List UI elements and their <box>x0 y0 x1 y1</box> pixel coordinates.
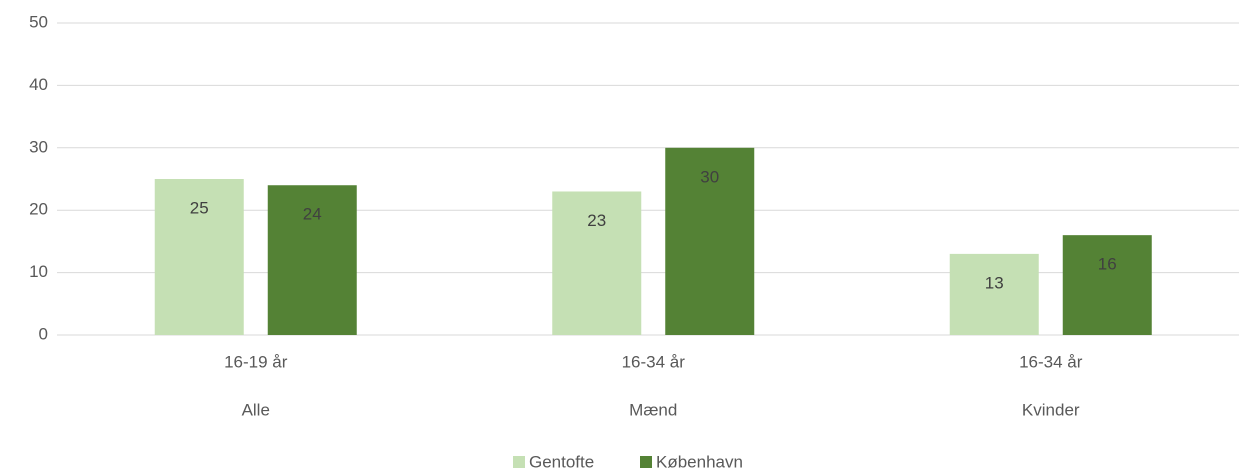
legend-swatch <box>640 456 652 468</box>
bar <box>949 253 1039 335</box>
legend-label: Gentofte <box>529 452 594 470</box>
x-tick-label: 16-19 år <box>224 352 288 371</box>
bar <box>154 179 244 335</box>
x-group-label: Mænd <box>629 400 677 419</box>
y-tick-label: 30 <box>29 137 48 156</box>
bar <box>665 147 755 335</box>
legend-label: København <box>656 452 743 470</box>
x-tick-label: 16-34 år <box>1019 352 1083 371</box>
y-tick-label: 40 <box>29 75 48 94</box>
x-group-label: Kvinder <box>1022 400 1080 419</box>
x-group-label: Alle <box>242 400 270 419</box>
y-tick-label: 50 <box>29 12 48 31</box>
data-label: 13 <box>985 273 1004 292</box>
data-label: 30 <box>700 167 719 186</box>
legend-swatch <box>513 456 525 468</box>
data-label: 16 <box>1098 255 1117 274</box>
data-label: 24 <box>303 205 322 224</box>
bar <box>267 185 357 335</box>
y-tick-label: 20 <box>29 200 48 219</box>
y-tick-label: 0 <box>39 324 48 343</box>
bar <box>1062 235 1152 335</box>
data-label: 25 <box>190 198 209 217</box>
bar <box>552 191 642 335</box>
y-tick-label: 10 <box>29 262 48 281</box>
data-label: 23 <box>587 211 606 230</box>
x-tick-label: 16-34 år <box>622 352 686 371</box>
